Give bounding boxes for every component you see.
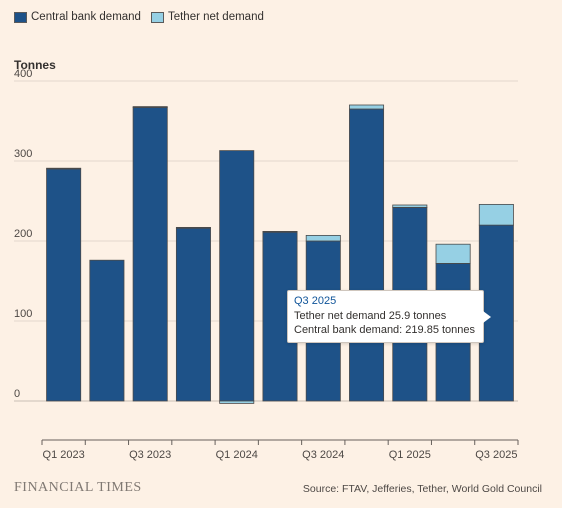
legend: Central bank demand Tether net demand [14, 11, 274, 23]
bar-tether [478, 203, 514, 226]
bar-central-bank [46, 168, 82, 402]
tooltip-tether-line: Tether net demand 25.9 tonnes [294, 309, 447, 322]
tooltip-central-bank-line: Central bank demand: 219.85 tonnes [294, 324, 476, 336]
bar-tether [392, 204, 428, 208]
x-tick-label: Q1 2023 [43, 449, 85, 461]
tooltip: Q3 2025 Tether net demand 25.9 tonnes Ce… [287, 290, 492, 343]
legend-swatch-central-bank [14, 11, 27, 23]
x-tick-label: Q3 2023 [129, 449, 171, 461]
bar-central-bank [219, 150, 255, 402]
legend-item-central-bank[interactable]: Central bank demand [14, 11, 141, 23]
x-tick-label: Q1 2025 [389, 449, 431, 461]
y-tick-label: 100 [14, 308, 32, 320]
bar-central-bank [349, 108, 385, 402]
x-tick-label: Q3 2025 [475, 449, 517, 461]
legend-item-tether[interactable]: Tether net demand [150, 11, 264, 23]
bar-tether [132, 106, 168, 108]
brand-logo: FINANCIAL TIMES [14, 480, 142, 495]
bar-tether [435, 243, 471, 264]
source-note: Source: FTAV, Jefferies, Tether, World G… [302, 483, 542, 495]
x-tick-label: Q3 2024 [302, 449, 344, 461]
legend-swatch-tether [150, 11, 164, 23]
bar-tether [349, 104, 385, 110]
y-tick-label: 200 [14, 228, 32, 240]
bar-central-bank [89, 259, 125, 402]
x-tick-label: Q1 2024 [216, 449, 258, 461]
y-tick-label: 400 [14, 68, 32, 80]
bar-tether [175, 226, 211, 229]
legend-label-central-bank: Central bank demand [31, 11, 141, 23]
y-tick-label: 0 [14, 388, 20, 400]
bar-central-bank [175, 227, 211, 402]
tooltip-title: Q3 2025 [294, 295, 337, 307]
bar-central-bank [132, 107, 168, 402]
y-tick-label: 300 [14, 148, 32, 160]
bar-tether [219, 400, 255, 404]
bar-tether [262, 230, 298, 233]
bar-tether [305, 234, 341, 242]
legend-label-tether: Tether net demand [167, 11, 264, 23]
y-axis-unit-label: Tonnes [14, 58, 56, 72]
bar-tether [46, 167, 82, 170]
